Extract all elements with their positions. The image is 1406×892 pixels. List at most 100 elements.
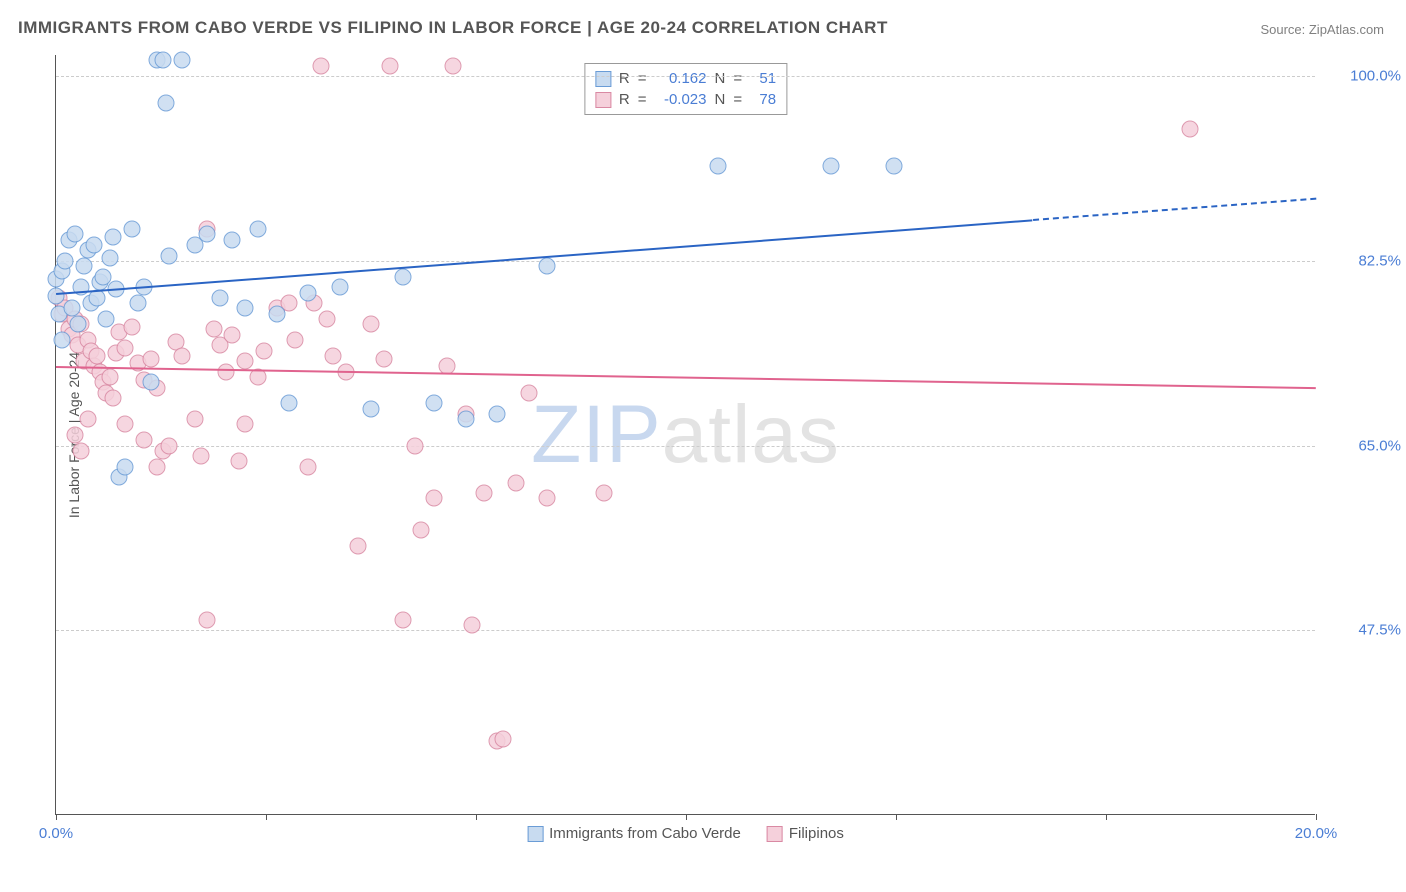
scatter-point xyxy=(520,384,537,401)
scatter-point xyxy=(155,52,172,69)
scatter-point xyxy=(268,305,285,322)
trend-line-dashed xyxy=(1033,198,1317,221)
scatter-point xyxy=(507,474,524,491)
legend-label-cabo-verde: Immigrants from Cabo Verde xyxy=(549,825,741,842)
scatter-point xyxy=(224,231,241,248)
scatter-point xyxy=(73,442,90,459)
scatter-point xyxy=(104,228,121,245)
gridline-h xyxy=(56,261,1315,262)
scatter-point xyxy=(539,258,556,275)
scatter-point xyxy=(495,731,512,748)
trend-line xyxy=(56,366,1316,389)
scatter-point xyxy=(136,432,153,449)
legend-swatch-1 xyxy=(595,71,611,87)
x-tick-mark xyxy=(686,814,687,820)
scatter-point xyxy=(539,490,556,507)
scatter-point xyxy=(123,221,140,238)
legend-n-value-1: 51 xyxy=(750,70,776,87)
scatter-point xyxy=(331,279,348,296)
scatter-point xyxy=(174,347,191,364)
scatter-point xyxy=(76,258,93,275)
scatter-point xyxy=(394,268,411,285)
scatter-point xyxy=(123,319,140,336)
legend-eq2: = xyxy=(733,91,742,108)
x-tick-mark xyxy=(476,814,477,820)
x-tick-mark xyxy=(266,814,267,820)
watermark-prefix: ZIP xyxy=(531,389,662,480)
scatter-point xyxy=(350,537,367,554)
scatter-point xyxy=(142,351,159,368)
y-tick-label: 65.0% xyxy=(1321,437,1401,454)
scatter-point xyxy=(101,368,118,385)
scatter-point xyxy=(318,310,335,327)
scatter-point xyxy=(85,237,102,254)
scatter-point xyxy=(88,347,105,364)
scatter-point xyxy=(117,340,134,357)
scatter-point xyxy=(237,416,254,433)
scatter-point xyxy=(457,411,474,428)
legend-r-value-1: 0.162 xyxy=(655,70,707,87)
scatter-point xyxy=(48,287,65,304)
scatter-point xyxy=(407,437,424,454)
scatter-point xyxy=(375,351,392,368)
legend-eq: = xyxy=(638,70,647,87)
scatter-point xyxy=(822,157,839,174)
scatter-point xyxy=(476,485,493,502)
scatter-point xyxy=(885,157,902,174)
watermark: ZIPatlas xyxy=(531,388,840,482)
gridline-h xyxy=(56,446,1315,447)
gridline-h xyxy=(56,76,1315,77)
scatter-point xyxy=(249,221,266,238)
source-label: Source: ZipAtlas.com xyxy=(1260,22,1384,37)
scatter-point xyxy=(54,332,71,349)
legend-r-label: R xyxy=(619,91,630,108)
scatter-point xyxy=(394,611,411,628)
scatter-plot: In Labor Force | Age 20-24 ZIPatlas R = … xyxy=(55,55,1315,815)
correlation-legend: R = 0.162 N = 51 R = -0.023 N = 78 xyxy=(584,63,787,115)
scatter-point xyxy=(148,458,165,475)
scatter-point xyxy=(381,57,398,74)
series-legend: Immigrants from Cabo Verde Filipinos xyxy=(527,825,844,842)
scatter-point xyxy=(237,300,254,317)
scatter-point xyxy=(312,57,329,74)
legend-r-value-2: -0.023 xyxy=(655,91,707,108)
scatter-point xyxy=(66,226,83,243)
scatter-point xyxy=(363,316,380,333)
scatter-point xyxy=(596,485,613,502)
legend-eq2: = xyxy=(733,70,742,87)
scatter-point xyxy=(158,94,175,111)
legend-n-value-2: 78 xyxy=(750,91,776,108)
legend-item-2: Filipinos xyxy=(767,825,844,842)
watermark-suffix: atlas xyxy=(662,389,840,480)
scatter-point xyxy=(224,326,241,343)
scatter-point xyxy=(230,453,247,470)
scatter-point xyxy=(186,411,203,428)
x-tick-mark xyxy=(896,814,897,820)
scatter-point xyxy=(205,321,222,338)
scatter-point xyxy=(161,437,178,454)
legend-swatch-2 xyxy=(595,92,611,108)
y-tick-label: 47.5% xyxy=(1321,622,1401,639)
scatter-point xyxy=(192,448,209,465)
scatter-point xyxy=(300,284,317,301)
scatter-point xyxy=(237,353,254,370)
scatter-point xyxy=(218,363,235,380)
scatter-point xyxy=(57,252,74,269)
scatter-point xyxy=(129,295,146,312)
scatter-point xyxy=(117,416,134,433)
scatter-point xyxy=(199,226,216,243)
y-tick-label: 100.0% xyxy=(1321,68,1401,85)
scatter-point xyxy=(281,395,298,412)
scatter-point xyxy=(199,611,216,628)
scatter-point xyxy=(101,249,118,266)
scatter-point xyxy=(63,300,80,317)
scatter-point xyxy=(79,411,96,428)
x-tick-mark xyxy=(1106,814,1107,820)
scatter-point xyxy=(325,347,342,364)
chart-title: IMMIGRANTS FROM CABO VERDE VS FILIPINO I… xyxy=(18,18,888,38)
scatter-point xyxy=(104,390,121,407)
scatter-point xyxy=(413,522,430,539)
legend-swatch-filipinos xyxy=(767,826,783,842)
scatter-point xyxy=(70,316,87,333)
scatter-point xyxy=(363,400,380,417)
